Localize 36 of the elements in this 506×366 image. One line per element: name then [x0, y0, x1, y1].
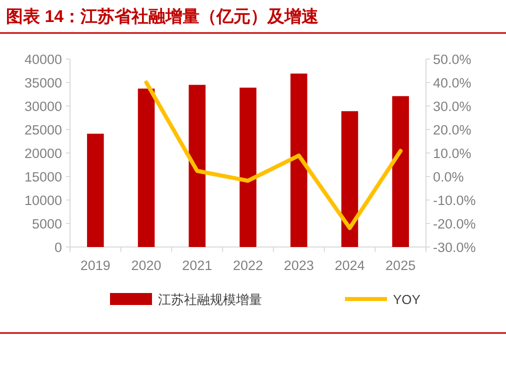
bar: [138, 88, 155, 247]
y-tick-label: 0: [54, 240, 62, 255]
y2-tick-label: 30.0%: [433, 99, 472, 114]
y-tick-label: 40000: [24, 52, 62, 67]
line-series: [144, 80, 403, 230]
bar: [290, 74, 308, 247]
bar: [87, 134, 104, 247]
bar: [392, 96, 409, 247]
y-tick-label: 5000: [32, 216, 62, 232]
legend-label: YOY: [393, 292, 421, 307]
bar: [188, 84, 206, 247]
y-tick-label: 10000: [24, 193, 62, 208]
x-tick-label: 2022: [232, 258, 264, 273]
y2-tick-label: 40.0%: [433, 76, 472, 90]
x-tick-label: 2021: [182, 258, 212, 273]
x-tick-label: 2024: [334, 258, 366, 273]
y-tick-label: 35000: [24, 76, 62, 90]
bar: [341, 111, 358, 247]
x-tick-label: 2023: [284, 258, 314, 273]
y2-tick-label: 0.0%: [433, 170, 464, 184]
y2-tick-label: 20.0%: [433, 122, 472, 138]
y-tick-label: 30000: [24, 99, 62, 114]
x-tick-label: 2020: [131, 258, 162, 273]
y-tick-label: 15000: [24, 170, 62, 184]
x-tick-label: 2025: [386, 258, 416, 273]
y-tick-label: 25000: [24, 122, 62, 138]
y2-tick-label: -30.0%: [433, 240, 476, 255]
y-tick-label: 20000: [24, 146, 62, 161]
x-tick-label: 2019: [80, 258, 110, 273]
y2-tick-label: 10.0%: [433, 146, 472, 161]
legend-label: 江苏社融规模增量: [158, 292, 262, 307]
y2-tick-label: -10.0%: [433, 193, 476, 208]
bar: [240, 88, 256, 247]
y2-tick-label: 50.0%: [433, 52, 472, 67]
y2-tick-label: -20.0%: [433, 216, 476, 232]
chart-title: 图表 14：江苏省社融增量（亿元）及增速: [6, 7, 319, 26]
